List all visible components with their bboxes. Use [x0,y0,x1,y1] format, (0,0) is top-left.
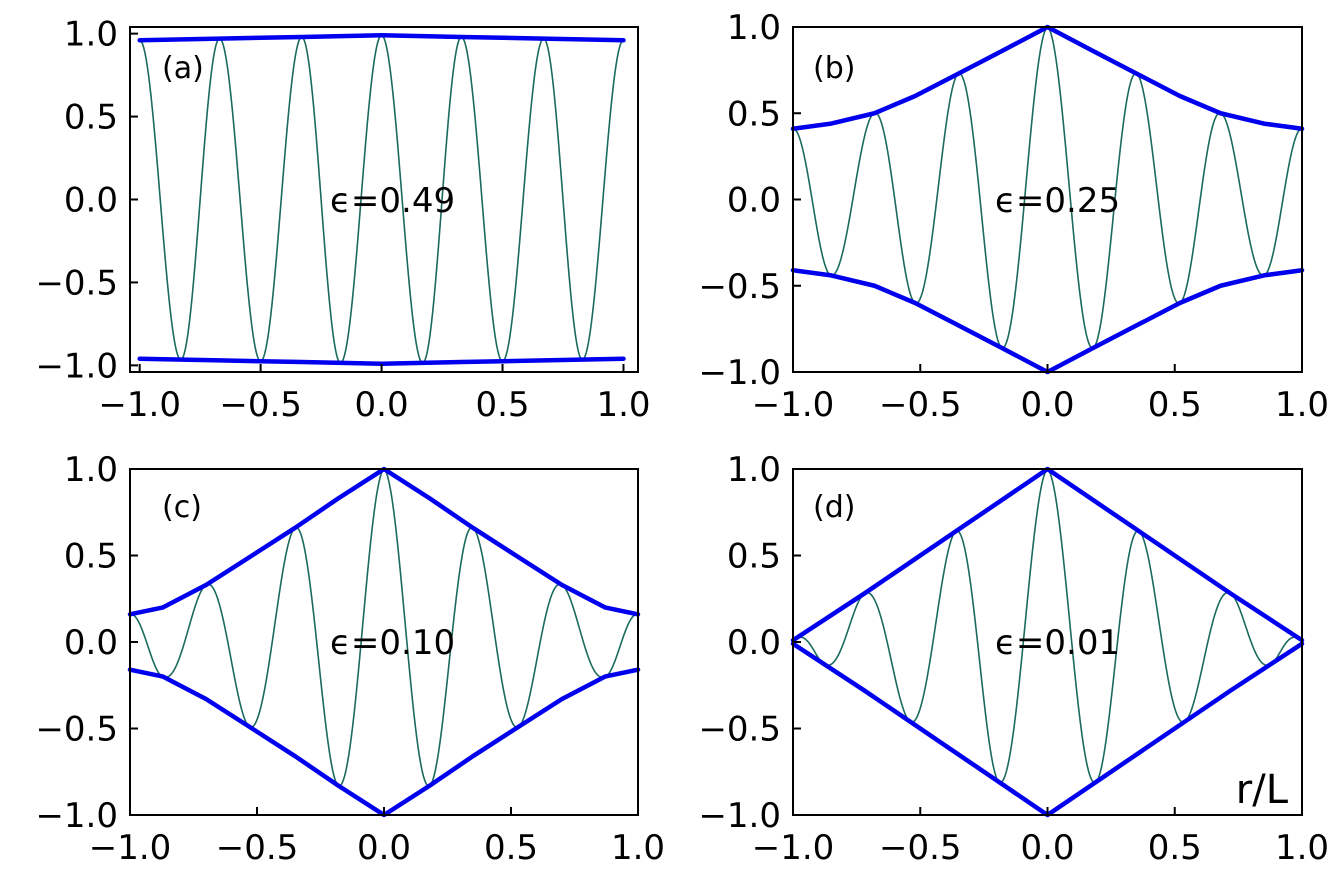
y-tick-label: 0.5 [64,98,118,138]
panel-c: −1.0 −0.5 0.0 0.5 1.0 1.0 0.5 0.0 −0.5 −1.0 (c) ϵ=0… [35,450,665,868]
envelope-lower-line [127,667,641,818]
envelope-upper-line [790,466,1305,643]
envelope-lower-line [137,356,626,366]
epsilon-annotation: ϵ=0.49 [330,181,455,221]
panel-label: (b) [813,51,855,86]
y-tick-label: −1.0 [35,346,118,386]
y-tick-label: 0.0 [727,181,781,221]
y-tick-label: 1.0 [64,15,118,55]
y-tick-label: 0.0 [64,623,118,663]
y-tick-label: 1.0 [727,8,781,48]
y-tick-label: −1.0 [698,796,781,836]
x-tick-label: 0.5 [1148,828,1202,868]
y-tick-label: −1.0 [35,796,118,836]
panel-label: (c) [162,490,202,525]
y-tick-label: 1.0 [64,450,118,490]
epsilon-annotation: ϵ=0.01 [995,623,1120,663]
x-tick-label: −0.5 [219,385,302,425]
y-tick-label: 0.5 [727,537,781,577]
y-tick-label: −0.5 [698,710,781,750]
epsilon-annotation: ϵ=0.25 [995,181,1120,221]
x-tick-label: 0.0 [355,385,409,425]
x-tick-label: 1.0 [1275,385,1329,425]
x-tick-label: −1.0 [752,828,835,868]
y-tick-label: 0.0 [727,623,781,663]
y-tick-label: −1.0 [698,353,781,393]
x-tick-label: −1.0 [98,385,181,425]
y-tick-label: −0.5 [698,267,781,307]
panel-label: (d) [813,490,855,525]
x-tick-label: 1.0 [596,385,650,425]
panel-b: −1.0 −0.5 0.0 0.5 1.0 1.0 0.5 0.0 −0.5 −1.0 (b) ϵ=0… [698,8,1329,425]
x-tick-label: −0.5 [879,828,962,868]
envelope-upper-line [790,24,1305,132]
panel-label: (a) [162,51,204,86]
x-tick-label: −0.5 [879,385,962,425]
x-tick-label: 0.0 [357,828,411,868]
y-tick-label: −0.5 [35,263,118,303]
y-tick-label: 1.0 [727,450,781,490]
y-tick-label: 0.5 [64,537,118,577]
x-tick-label: 0.5 [1148,385,1202,425]
x-axis-label: r/L [1236,767,1289,813]
panel-a: −1.0 −0.5 0.0 0.5 1.0 1.0 0.5 0.0 −0.5 −1.0 (a) ϵ=0… [35,15,650,425]
x-tick-label: −0.5 [216,828,299,868]
x-tick-label: 0.5 [475,385,529,425]
epsilon-annotation: ϵ=0.10 [330,623,455,663]
x-tick-label: −1.0 [752,385,835,425]
x-tick-label: 0.0 [1020,828,1074,868]
y-tick-label: 0.0 [64,181,118,221]
envelope-lower-line [790,267,1305,375]
envelope-upper-line [137,33,626,43]
y-tick-label: 0.5 [727,94,781,134]
x-tick-label: 0.5 [484,828,538,868]
panel-d: −1.0 −0.5 0.0 0.5 1.0 1.0 0.5 0.0 −0.5 −1.0 (d) ϵ=0… [698,450,1329,868]
x-tick-label: 1.0 [1275,828,1329,868]
y-tick-label: −0.5 [35,710,118,750]
envelope-upper-line [127,466,641,617]
x-tick-label: 1.0 [611,828,665,868]
x-tick-label: 0.0 [1020,385,1074,425]
x-tick-label: −1.0 [89,828,172,868]
envelope-lower-line [790,641,1305,818]
